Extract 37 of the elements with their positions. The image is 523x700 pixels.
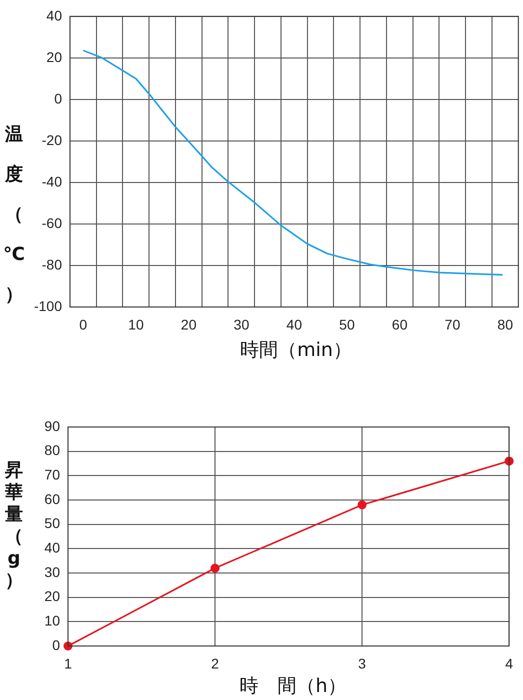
y-axis-title: 温度（℃）: [2, 123, 26, 307]
x-axis-title: 時間（min）: [240, 339, 352, 361]
y-tick-label: -60: [42, 214, 62, 231]
x-tick-label: 60: [392, 316, 408, 332]
x-tick-label: 3: [358, 655, 366, 672]
x-axis-title: 時 間（h）: [239, 675, 347, 697]
x-tick-label: 20: [180, 316, 197, 332]
y-tick-label: 0: [52, 636, 60, 653]
y-tick-label: 90: [44, 418, 60, 434]
y-tick-label: 40: [46, 7, 62, 24]
x-tick-label: 80: [497, 316, 514, 332]
y-tick-label: 30: [44, 564, 60, 580]
x-tick-label: 1: [64, 655, 72, 672]
y-tick-label: -20: [42, 132, 62, 148]
point: [210, 564, 220, 573]
y-tick-label: 40: [44, 540, 60, 556]
point: [358, 500, 367, 510]
y-tick-label: 60: [44, 490, 60, 507]
x-tick-label: 10: [128, 316, 144, 332]
x-tick-label: 50: [339, 316, 355, 332]
x-tick-label: 30: [234, 316, 250, 332]
y-tick-label: 80: [44, 442, 60, 458]
y-tick-label: 0: [54, 90, 62, 106]
x-tick-label: 2: [211, 655, 220, 672]
y-tick-label: 20: [46, 48, 62, 65]
y-tick-label: 70: [44, 466, 60, 483]
y-tick-label: -40: [42, 173, 62, 190]
x-tick-label: 0: [79, 316, 88, 332]
y-tick-label: 10: [44, 612, 60, 629]
x-tick-label: 70: [444, 316, 460, 332]
y-tick-label: -80: [42, 256, 62, 272]
y-axis-title: 昇華量（g）: [4, 460, 24, 592]
y-tick-label: -100: [34, 298, 62, 314]
x-tick-label: 40: [286, 316, 302, 332]
y-tick-label: 20: [44, 588, 60, 604]
x-tick-label: 4: [505, 655, 514, 672]
y-tick-label: 50: [44, 515, 60, 532]
